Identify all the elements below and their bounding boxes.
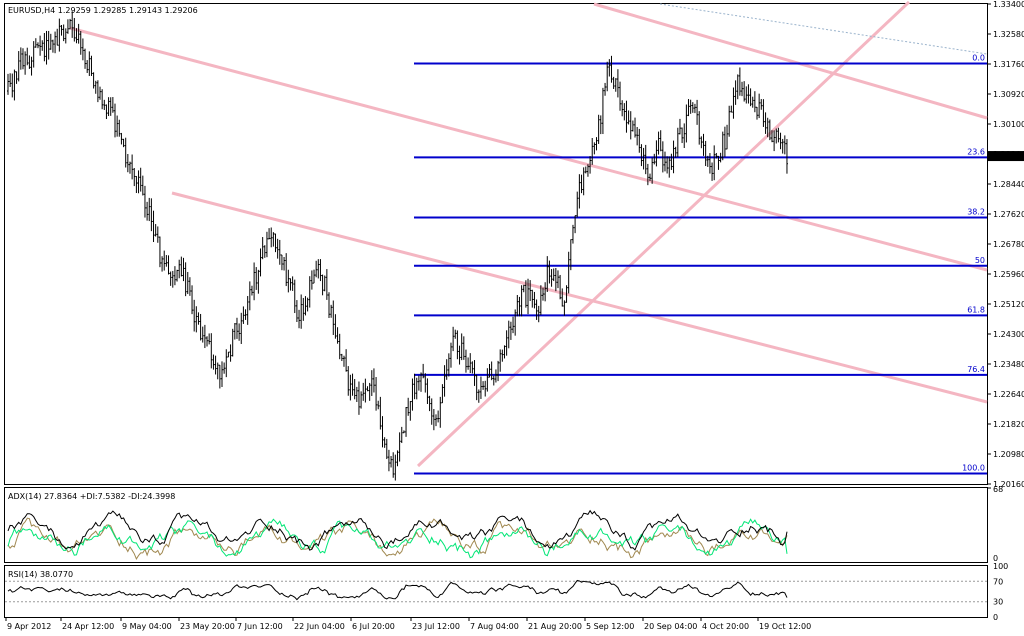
time-axis-label: 20 Sep 04:00 <box>644 622 697 631</box>
price-axis-label: 1.26780 <box>993 240 1024 249</box>
rsi-panel-label: RSI(14) 38.0770 <box>8 570 73 579</box>
trendline <box>69 26 988 272</box>
minus-di-line <box>7 517 788 560</box>
fib-level-label: 0.0 <box>972 53 985 62</box>
price-axis-label: 1.28440 <box>993 180 1024 189</box>
adx-axis-label: 68 <box>993 485 1003 494</box>
current-price-tag <box>987 151 1024 162</box>
price-axis-label: 1.27620 <box>993 210 1024 219</box>
time-axis-label: 7 Jun 12:00 <box>237 622 283 631</box>
chart-header: EURUSD,H4 1.29259 1.29285 1.29143 1.2920… <box>8 6 198 15</box>
adx-lines <box>7 509 788 560</box>
trendline <box>593 2 988 120</box>
price-axis-label: 1.22640 <box>993 390 1024 399</box>
price-axis-label: 1.25960 <box>993 270 1024 279</box>
price-bars <box>7 11 788 481</box>
trendlines[interactable] <box>69 0 988 468</box>
price-axis-label: 1.25120 <box>993 300 1024 309</box>
trendline <box>171 191 988 404</box>
price-axis-label: 1.23480 <box>993 360 1024 369</box>
time-axis-label: 19 Oct 12:00 <box>759 622 811 631</box>
axes: 1.33400 1.32580 1.31760 1.30920 1.30100 1.292… <box>5 0 1024 631</box>
time-axis-label: 23 Jul 12:00 <box>412 622 460 631</box>
current-price-label: 1.29206 <box>990 152 1023 161</box>
price-axis-label: 1.32580 <box>993 30 1024 39</box>
adx-line <box>7 509 788 551</box>
guide-line <box>659 3 988 55</box>
fib-level-label: 23.6 <box>967 147 985 156</box>
price-axis-label: 1.21820 <box>993 420 1024 429</box>
fib-level-label: 61.8 <box>967 305 985 314</box>
adx-axis-label: 0 <box>993 554 998 563</box>
price-axis-label: 1.20160 <box>993 480 1024 489</box>
time-axis-label: 7 Aug 04:00 <box>470 622 519 631</box>
fib-level-label: 100.0 <box>962 463 985 472</box>
price-axis-label: 1.20980 <box>993 450 1024 459</box>
rsi-axis-label: 100 <box>993 562 1008 571</box>
plus-di-line <box>7 518 788 559</box>
fib-level-label: 38.2 <box>967 208 985 217</box>
time-axis-label: 6 Jul 20:00 <box>352 622 395 631</box>
price-axis-label: 1.30920 <box>993 90 1024 99</box>
time-axis-label: 23 May 20:00 <box>180 622 235 631</box>
time-axis-label: 22 Jun 04:00 <box>294 622 345 631</box>
time-axis-label: 21 Aug 20:00 <box>528 622 582 631</box>
trendline <box>416 0 911 468</box>
rsi-axis-label: 30 <box>993 598 1003 607</box>
price-axis-label: 1.31760 <box>993 60 1024 69</box>
price-axis-label: 1.33400 <box>993 0 1024 9</box>
price-axis-label: 1.30100 <box>993 120 1024 129</box>
rsi-axis-label: 70 <box>993 577 1003 586</box>
time-axis-label: 9 Apr 2012 <box>7 622 51 631</box>
price-axis-label: 1.24300 <box>993 330 1024 339</box>
time-axis-label: 4 Oct 20:00 <box>702 622 749 631</box>
fibonacci-retracement[interactable]: 0.0 23.6 38.2 50 61.8 76.4 100.0 <box>414 53 987 475</box>
fib-level-label: 76.4 <box>967 365 985 374</box>
rsi-panel-frame <box>4 565 988 618</box>
fib-level-label: 50 <box>975 256 985 265</box>
rsi-line <box>7 579 788 601</box>
time-axis-label: 5 Sep 12:00 <box>586 622 634 631</box>
adx-panel-label: ADX(14) 27.8364 +DI:7.5382 -DI:24.3998 <box>8 492 175 501</box>
time-axis-label: 24 Apr 12:00 <box>62 622 114 631</box>
time-axis-label: 9 May 04:00 <box>122 622 172 631</box>
rsi-axis-label: 0 <box>993 613 998 622</box>
adx-panel-frame <box>4 487 988 563</box>
rsi-line <box>5 579 987 603</box>
